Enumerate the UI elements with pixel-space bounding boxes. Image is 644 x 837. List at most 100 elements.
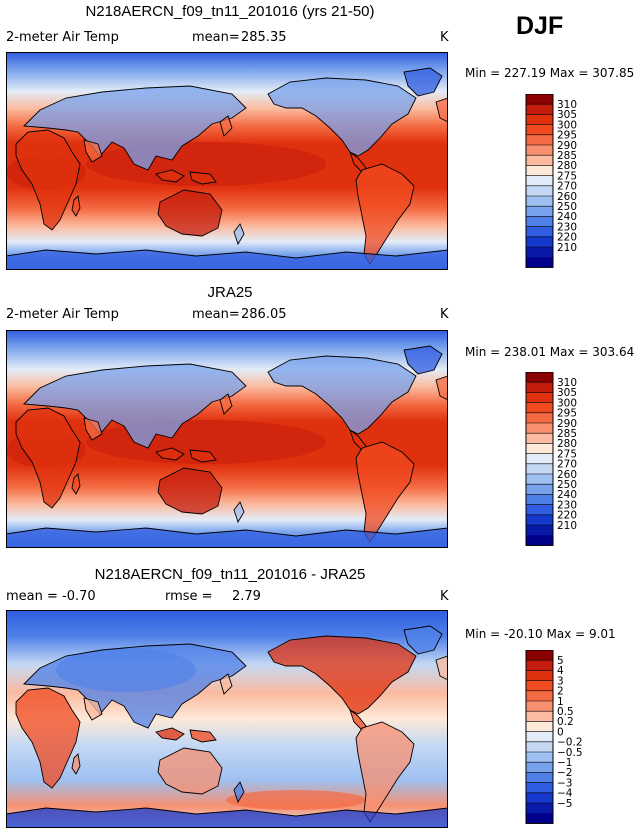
colorbar-tick-label: 305 <box>557 109 577 121</box>
colorbar-swatch <box>526 443 553 454</box>
coastline <box>435 97 448 123</box>
colorbar-swatch <box>526 721 553 732</box>
coastline <box>71 195 81 217</box>
coastline <box>6 807 448 828</box>
colorbar-swatch <box>526 124 553 136</box>
coastline <box>219 393 233 415</box>
colorbar-swatch <box>526 453 553 465</box>
colorbar-swatch <box>526 670 553 681</box>
colorbar-swatch <box>526 535 553 546</box>
colorbar-tick-label: 260 <box>557 469 577 481</box>
panel-2-colorbar: 3103053002952902852802752702602502402302… <box>525 372 577 546</box>
panel-1-units: K <box>440 30 449 45</box>
coastline <box>267 355 417 435</box>
colorbar-tick-label: −3 <box>557 777 572 789</box>
colorbar-tick-label: 270 <box>557 459 577 471</box>
colorbar-tick-label: 310 <box>557 99 577 111</box>
colorbar-swatch <box>526 247 553 258</box>
colorbar-swatch <box>526 731 553 743</box>
colorbar-swatch <box>526 525 553 536</box>
coastline <box>71 473 81 495</box>
coastline <box>189 449 217 463</box>
colorbar-swatch <box>526 104 553 115</box>
colorbar-tick-label: 290 <box>557 140 577 152</box>
coastline <box>83 697 103 721</box>
panel-1-stat-label: mean= <box>192 30 240 45</box>
colorbar-swatch <box>526 484 553 495</box>
colorbar-swatch <box>526 650 553 661</box>
coastline <box>155 447 185 461</box>
colorbar-swatch <box>526 762 553 773</box>
colorbar-tick-label: 1 <box>557 696 564 708</box>
colorbar-tick-label: 275 <box>557 448 577 460</box>
colorbar-tick-label: 230 <box>557 221 577 233</box>
panel-1-stat-value: 285.35 <box>241 30 287 45</box>
panel-3-stat-value: 2.79 <box>232 589 261 604</box>
colorbar-tick-label: 300 <box>557 397 577 409</box>
colorbar-tick-label: 0.5 <box>557 706 574 718</box>
coastline <box>189 729 217 743</box>
coastline <box>6 249 448 270</box>
colorbar-frame <box>525 372 554 546</box>
colorbar-tick-label: 305 <box>557 387 577 399</box>
colorbar-tick-label: 5 <box>557 655 564 667</box>
coastline <box>83 139 103 163</box>
coastline <box>355 721 415 823</box>
colorbar-swatch <box>526 423 553 434</box>
colorbar-tick-label: 310 <box>557 377 577 389</box>
colorbar-tick-label: 210 <box>557 242 577 254</box>
colorbar-swatch <box>526 660 553 671</box>
colorbar-tick-label: 295 <box>557 130 577 142</box>
coastline <box>15 687 81 789</box>
colorbar-swatch <box>526 206 553 217</box>
colorbar-swatch <box>526 711 553 722</box>
coastline <box>83 417 103 441</box>
coastline <box>233 781 245 804</box>
colorbar-swatch <box>526 185 553 197</box>
colorbar-swatch <box>526 196 553 207</box>
coastline <box>267 77 417 157</box>
colorbar-tick-label: −0.5 <box>557 747 583 759</box>
colorbar-tick-label: −2 <box>557 767 572 779</box>
colorbar-tick-label: 250 <box>557 479 577 491</box>
coastline <box>219 115 233 137</box>
colorbar-tick-label: 240 <box>557 489 577 501</box>
coastline <box>157 747 223 795</box>
colorbar-swatch <box>526 433 553 444</box>
panel-3-units: K <box>440 589 449 604</box>
panel-2-title: JRA25 <box>207 284 253 301</box>
colorbar-swatch <box>526 701 553 712</box>
diff-warm-band <box>226 790 366 810</box>
colorbar-tick-label: 2 <box>557 686 564 698</box>
coastline <box>403 67 443 97</box>
season-label: DJF <box>516 12 564 40</box>
colorbar-tick-label: 230 <box>557 499 577 511</box>
colorbar-tick-label: 300 <box>557 119 577 131</box>
map-frame <box>6 610 448 828</box>
colorbar-swatch <box>526 463 553 475</box>
coastline <box>355 163 415 265</box>
colorbar-swatch <box>526 114 553 125</box>
colorbar-tick-label: 290 <box>557 418 577 430</box>
colorbar-tick-label: 240 <box>557 211 577 223</box>
map-frame <box>6 52 448 270</box>
colorbar-swatch <box>526 165 553 176</box>
colorbar-swatch <box>526 813 553 824</box>
coastline <box>6 527 448 548</box>
panel-1-minmax: Min = 227.19 Max = 307.85 <box>465 66 635 80</box>
colorbar-swatch <box>526 372 553 383</box>
colorbar-swatch <box>526 392 553 403</box>
coastline <box>15 407 81 509</box>
colorbar-tick-label: 260 <box>557 191 577 203</box>
colorbar-frame <box>525 94 554 268</box>
colorbar-tick-label: 280 <box>557 160 577 172</box>
colorbar-swatch <box>526 236 553 248</box>
colorbar-swatch <box>526 803 553 814</box>
colorbar-swatch <box>526 155 553 166</box>
coastline <box>233 501 245 524</box>
colorbar-swatch <box>526 792 553 804</box>
colorbar-swatch <box>526 402 553 414</box>
coastline <box>155 727 185 741</box>
coastline <box>15 129 81 231</box>
colorbar-tick-label: 295 <box>557 408 577 420</box>
